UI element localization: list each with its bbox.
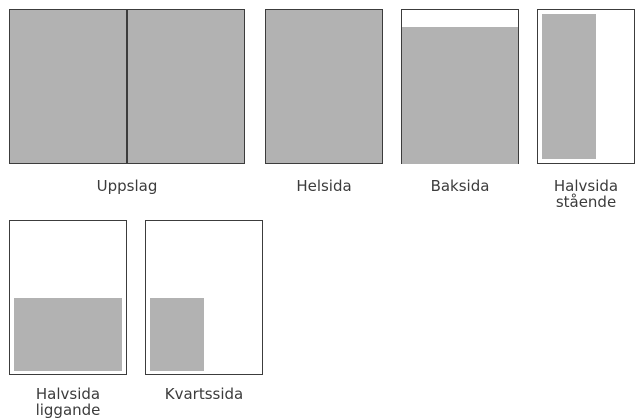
baksida-ad-area [402, 27, 518, 164]
baksida-frame [401, 9, 519, 164]
helsida-label: Helsida [296, 177, 352, 195]
helsida-frame [265, 9, 383, 164]
uppslag-frame [9, 9, 245, 164]
halvsida-staende-label-line2: stående [555, 193, 617, 211]
halvsida-liggande-ad-area [14, 298, 122, 371]
uppslag-spine [126, 9, 128, 164]
halvsida-staende-label: Halvsida stående [537, 178, 635, 210]
kvartssida-label: Kvartssida [164, 385, 244, 403]
kvartssida-frame [145, 220, 263, 375]
halvsida-staende-frame [537, 9, 635, 164]
halvsida-staende-label-line1: Halvsida [553, 177, 619, 195]
kvartssida-ad-area [150, 298, 204, 371]
halvsida-liggande-label: Halvsida liggande [9, 386, 127, 418]
halvsida-liggande-frame [9, 220, 127, 375]
halvsida-staende-ad-area [542, 14, 596, 159]
baksida-label: Baksida [430, 177, 490, 195]
uppslag-label: Uppslag [96, 177, 158, 195]
halvsida-liggande-label-line1: Halvsida [35, 385, 101, 403]
halvsida-liggande-label-line2: liggande [35, 401, 101, 419]
